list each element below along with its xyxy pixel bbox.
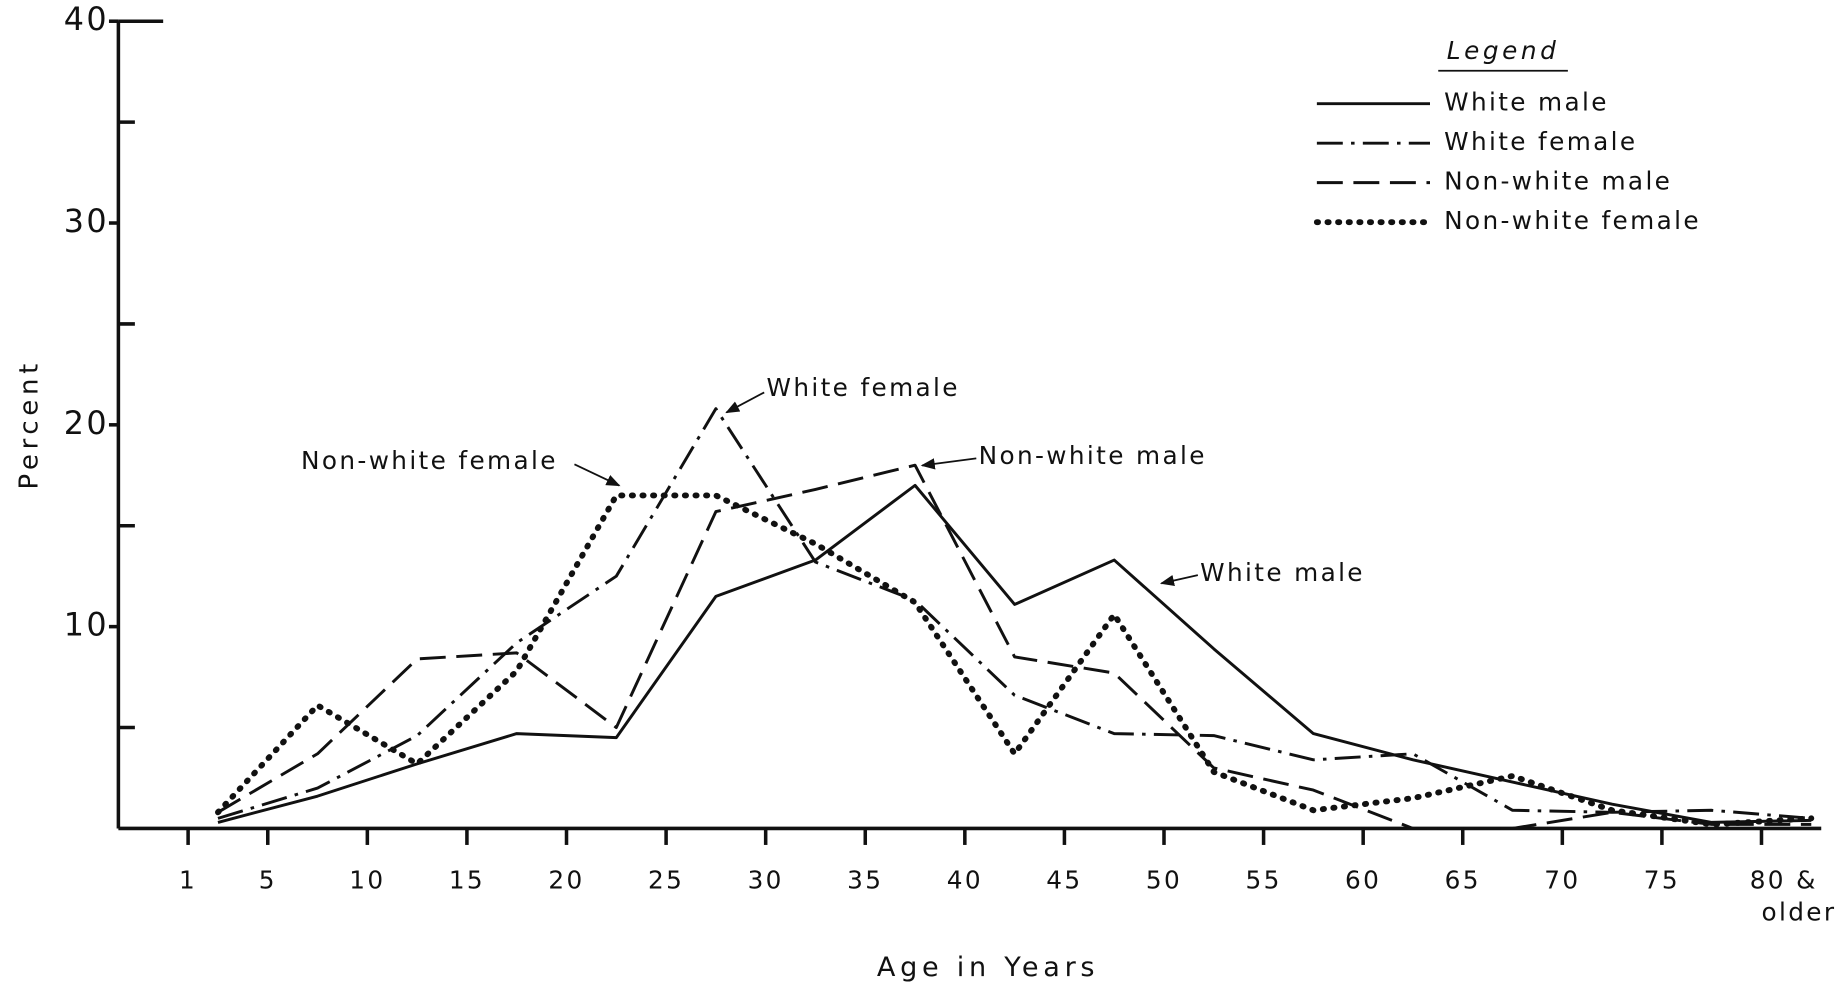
x-tick-label: 60 (1345, 865, 1381, 894)
x-tick-label: 50 (1146, 865, 1182, 894)
annotation: White male (1200, 558, 1365, 587)
x-tick-label: 70 (1544, 865, 1580, 894)
y-tick-label: 40 (64, 0, 109, 38)
y-tick-label: 30 (64, 202, 109, 240)
series-line (217, 407, 1812, 820)
legend-title: Legend (1447, 36, 1560, 65)
x-axis-title: Age in Years (877, 952, 1099, 983)
x-tick-label: 1 (179, 865, 197, 894)
series-line (217, 483, 1812, 824)
series-line (217, 463, 1812, 830)
annotation-arrow (920, 457, 977, 470)
x-tick-label: 30 (748, 865, 784, 894)
x-tick-label: 25 (648, 865, 684, 894)
x-tick-label: 45 (1046, 865, 1082, 894)
legend-label: White male (1444, 88, 1609, 117)
legend-label: White female (1444, 127, 1637, 156)
annotation: White female (767, 373, 960, 402)
annotation-arrow (725, 391, 765, 414)
y-tick-label: 20 (64, 404, 109, 442)
series-line (215, 492, 1815, 828)
annotation-arrow (1159, 574, 1199, 587)
annotation: Non-white female (301, 446, 558, 475)
annotation: Non-white male (979, 441, 1207, 470)
x-tick-label: 65 (1445, 865, 1481, 894)
x-tick-label: 5 (259, 865, 277, 894)
y-tick-label: 10 (64, 606, 109, 644)
y-axis-title: Percent (15, 359, 45, 489)
legend-label: Non-white male (1444, 167, 1672, 196)
x-tick-label: 40 (947, 865, 983, 894)
x-tick-label: 20 (548, 865, 584, 894)
x-tick-label: 10 (349, 865, 385, 894)
annotation-arrow (574, 463, 621, 487)
legend-label: Non-white female (1444, 206, 1701, 235)
x-tick-label: 55 (1245, 865, 1281, 894)
x-tick-label: 35 (847, 865, 883, 894)
x-tick-label: 75 (1644, 865, 1680, 894)
x-tick-label: 80 & older (1750, 865, 1837, 926)
x-tick-label: 15 (449, 865, 485, 894)
